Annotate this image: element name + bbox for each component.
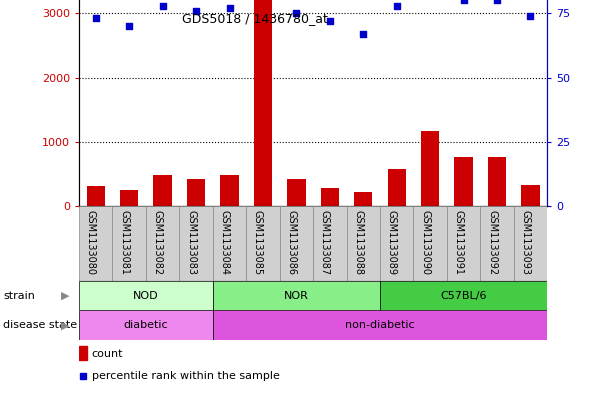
Bar xyxy=(354,191,373,206)
Point xyxy=(191,7,201,14)
Bar xyxy=(280,206,313,281)
Point xyxy=(458,0,468,4)
Text: GSM1133086: GSM1133086 xyxy=(286,210,296,275)
Text: strain: strain xyxy=(3,291,35,301)
Text: ▶: ▶ xyxy=(61,320,70,330)
Bar xyxy=(480,206,514,281)
Bar xyxy=(254,0,272,206)
Text: GSM1133080: GSM1133080 xyxy=(86,210,96,275)
Bar xyxy=(488,158,506,206)
Point xyxy=(157,2,167,9)
Bar xyxy=(79,206,112,281)
Text: C57BL/6: C57BL/6 xyxy=(440,291,487,301)
Text: count: count xyxy=(92,349,123,358)
Bar xyxy=(287,179,306,206)
Text: ▶: ▶ xyxy=(61,291,70,301)
Text: GSM1133091: GSM1133091 xyxy=(454,210,463,275)
Text: GSM1133081: GSM1133081 xyxy=(119,210,129,275)
Text: diabetic: diabetic xyxy=(123,320,168,330)
Text: percentile rank within the sample: percentile rank within the sample xyxy=(92,371,280,381)
Point xyxy=(492,0,502,4)
Bar xyxy=(347,206,380,281)
Bar xyxy=(153,175,172,206)
Bar xyxy=(79,310,213,340)
Bar xyxy=(246,206,280,281)
Bar xyxy=(146,206,179,281)
Point xyxy=(124,23,134,29)
Bar xyxy=(380,281,547,310)
Text: disease state: disease state xyxy=(3,320,77,330)
Bar xyxy=(86,186,105,206)
Point xyxy=(392,2,401,9)
Text: GSM1133085: GSM1133085 xyxy=(253,210,263,275)
Text: GSM1133087: GSM1133087 xyxy=(320,210,330,275)
Text: non-diabetic: non-diabetic xyxy=(345,320,415,330)
Bar xyxy=(213,310,547,340)
Point xyxy=(91,15,101,22)
Text: GSM1133084: GSM1133084 xyxy=(219,210,229,275)
Text: GDS5018 / 1436780_at: GDS5018 / 1436780_at xyxy=(182,12,328,25)
Bar xyxy=(213,206,246,281)
Text: GSM1133088: GSM1133088 xyxy=(353,210,363,275)
Bar xyxy=(187,179,206,206)
Text: NOD: NOD xyxy=(133,291,159,301)
Text: NOR: NOR xyxy=(284,291,309,301)
Bar xyxy=(313,206,347,281)
Bar xyxy=(447,206,480,281)
Point xyxy=(358,31,368,37)
Bar xyxy=(421,131,440,206)
Point xyxy=(291,10,301,17)
Bar xyxy=(514,206,547,281)
Bar xyxy=(454,158,473,206)
Point xyxy=(224,5,234,11)
Bar xyxy=(521,185,540,206)
Bar xyxy=(213,281,380,310)
Bar xyxy=(179,206,213,281)
Bar xyxy=(79,346,88,360)
Text: GSM1133093: GSM1133093 xyxy=(520,210,530,275)
Text: GSM1133089: GSM1133089 xyxy=(387,210,396,275)
Bar xyxy=(380,206,413,281)
Bar xyxy=(112,206,146,281)
Point xyxy=(325,18,334,24)
Bar xyxy=(413,206,447,281)
Point xyxy=(525,13,535,19)
Bar xyxy=(79,281,213,310)
Text: GSM1133090: GSM1133090 xyxy=(420,210,430,275)
Text: GSM1133083: GSM1133083 xyxy=(186,210,196,275)
Text: GSM1133092: GSM1133092 xyxy=(487,210,497,275)
Bar xyxy=(320,188,339,206)
Text: GSM1133082: GSM1133082 xyxy=(153,210,162,275)
Bar xyxy=(387,169,406,206)
Bar xyxy=(220,175,239,206)
Bar xyxy=(120,190,139,206)
